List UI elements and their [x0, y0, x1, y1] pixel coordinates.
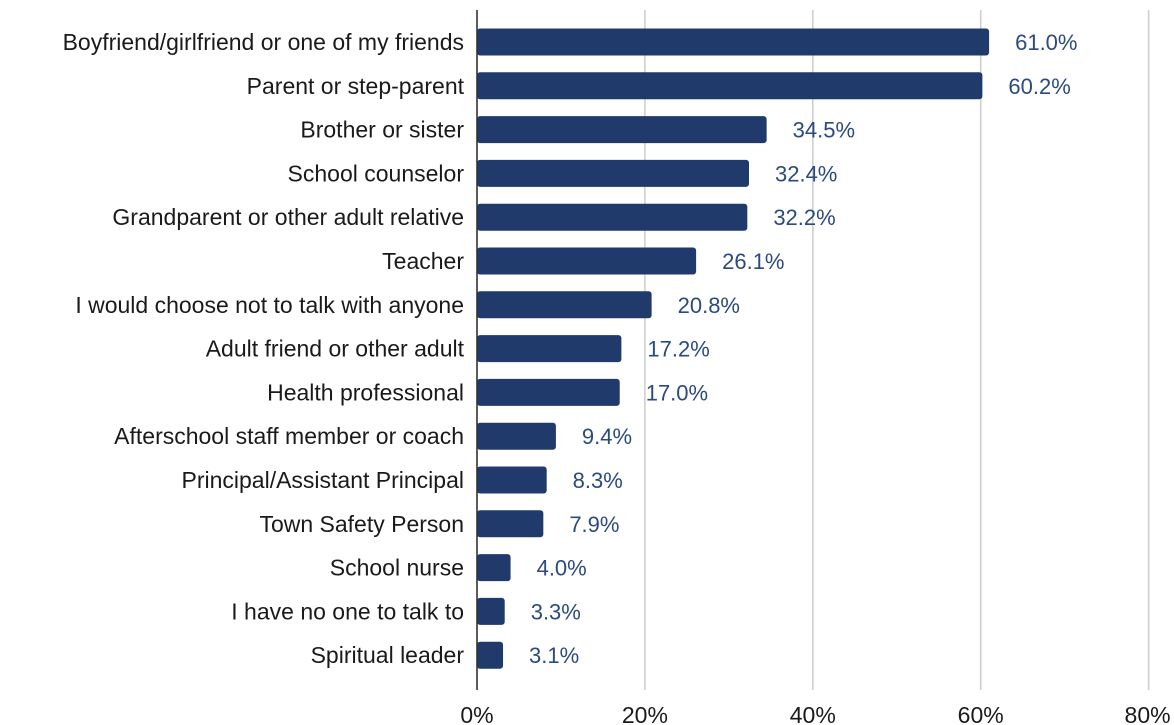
bar	[477, 641, 504, 669]
bar	[477, 510, 544, 538]
bar	[477, 72, 983, 100]
bar	[477, 159, 749, 187]
bar	[477, 422, 556, 450]
value-label: 60.2%	[1008, 74, 1070, 99]
bar	[477, 247, 697, 275]
category-labels: Boyfriend/girlfriend or one of my friend…	[63, 29, 465, 668]
bar	[477, 554, 511, 582]
bar	[477, 335, 622, 363]
value-label: 17.2%	[647, 337, 709, 362]
value-label: 3.1%	[529, 643, 579, 668]
bar	[477, 28, 990, 56]
value-label: 8.3%	[573, 468, 623, 493]
category-label: Town Safety Person	[259, 511, 464, 537]
x-tick-label: 20%	[622, 702, 668, 725]
x-axis-ticks: 0% 20% 40% 60% 80%	[460, 702, 1170, 725]
x-tick-label: 80%	[1125, 702, 1171, 725]
category-label: Adult friend or other adult	[206, 336, 465, 362]
value-label: 7.9%	[569, 512, 619, 537]
bar	[477, 378, 620, 406]
bars	[477, 28, 990, 669]
bar	[477, 466, 547, 494]
category-label: Health professional	[267, 379, 464, 405]
category-label: Brother or sister	[300, 117, 464, 143]
value-labels: 61.0% 60.2% 34.5% 32.4% 32.2% 26.1% 20.8% 17.2%…	[529, 30, 1077, 668]
category-label: Parent or step-parent	[247, 73, 465, 99]
value-label: 3.3%	[531, 599, 581, 624]
category-label: Spiritual leader	[311, 642, 465, 668]
category-label: Afterschool staff member or coach	[114, 423, 464, 449]
category-label: I would choose not to talk with anyone	[75, 292, 464, 318]
value-label: 17.0%	[646, 380, 708, 405]
value-label: 32.4%	[775, 161, 837, 186]
category-label: School nurse	[330, 555, 464, 581]
bar	[477, 116, 767, 144]
bar	[477, 203, 748, 231]
value-label: 32.2%	[773, 205, 835, 230]
category-label: I have no one to talk to	[231, 598, 464, 624]
x-tick-label: 60%	[958, 702, 1004, 725]
category-label: Principal/Assistant Principal	[181, 467, 464, 493]
x-tick-label: 40%	[790, 702, 836, 725]
value-label: 9.4%	[582, 424, 632, 449]
category-label: Boyfriend/girlfriend or one of my friend…	[63, 29, 464, 55]
value-label: 26.1%	[722, 249, 784, 274]
category-label: School counselor	[288, 160, 465, 186]
value-label: 34.5%	[793, 118, 855, 143]
bar	[477, 291, 652, 319]
x-tick-label: 0%	[460, 702, 493, 725]
value-label: 20.8%	[678, 293, 740, 318]
gridlines	[644, 10, 1150, 690]
value-label: 4.0%	[537, 556, 587, 581]
value-label: 61.0%	[1015, 30, 1077, 55]
category-label: Grandparent or other adult relative	[112, 204, 464, 230]
category-label: Teacher	[382, 248, 464, 274]
bar	[477, 597, 505, 625]
